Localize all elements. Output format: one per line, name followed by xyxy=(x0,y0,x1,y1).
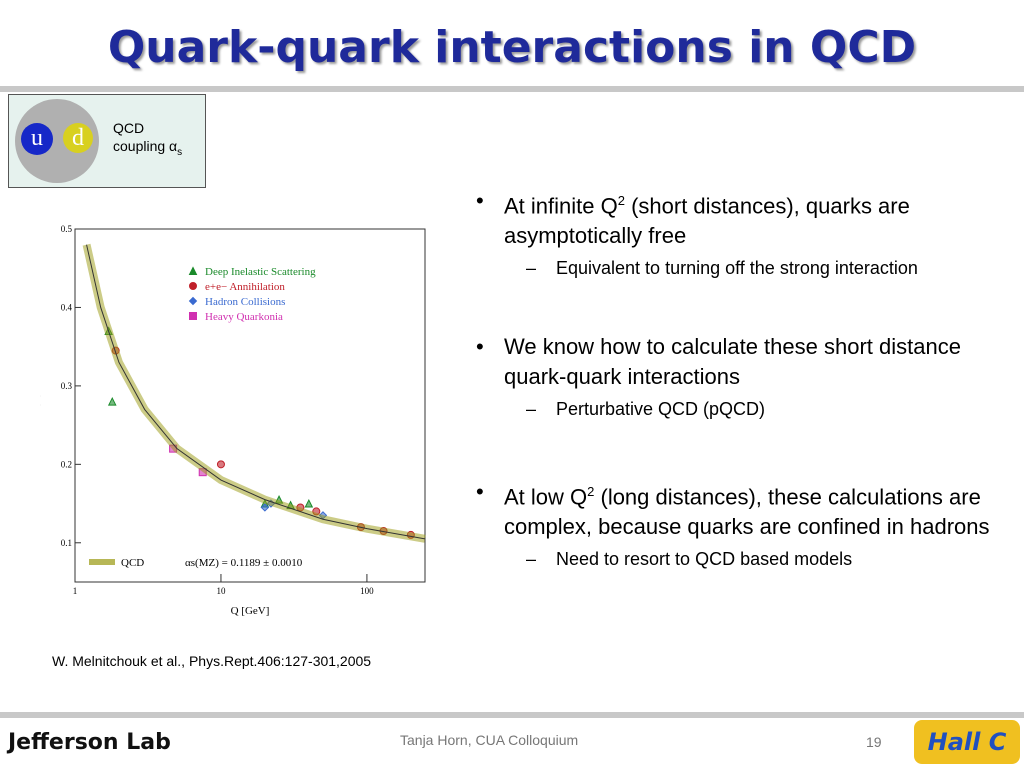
inset-label-sub: s xyxy=(177,146,183,158)
y-axis-label: αs(Q) xyxy=(40,393,41,419)
inset-label-1: QCD xyxy=(113,120,145,136)
y-tick-label: 0.1 xyxy=(61,538,72,548)
sup: 2 xyxy=(587,484,595,499)
sub-bullet: Need to resort to QCD based models xyxy=(470,544,1015,574)
quark-u: u xyxy=(21,123,53,155)
x-axis-label: Q [GeV] xyxy=(231,605,270,617)
inset: u d QCD coupling αs xyxy=(8,94,206,188)
x-tick-label: 100 xyxy=(360,586,374,596)
y-tick-label: 0.4 xyxy=(61,302,73,312)
top-bar xyxy=(0,86,1024,92)
lab-logo: Jefferson Lab xyxy=(8,730,171,755)
legend-label: e+e− Annihilation xyxy=(205,281,285,293)
data-point xyxy=(304,498,314,508)
citation: W. Melnitchouk et al., Phys.Rept.406:127… xyxy=(52,653,372,669)
data-point xyxy=(260,503,270,512)
legend-label: Hadron Collisions xyxy=(205,296,285,308)
text: At low Q xyxy=(504,484,588,510)
slide-title: Quark-quark interactions in QCD xyxy=(107,22,917,73)
legend-marker xyxy=(188,266,198,275)
legend-marker xyxy=(189,282,197,290)
legend-marker xyxy=(189,312,197,320)
inset-label-2: coupling α xyxy=(113,138,178,154)
bullet-1: At infinite Q2 (short distances), quarks… xyxy=(470,186,1015,283)
plot-frame xyxy=(74,228,426,583)
page-number: 19 xyxy=(866,734,882,750)
legend-label: Heavy Quarkonia xyxy=(205,311,283,323)
bottom-bar xyxy=(0,712,1024,718)
y-tick-label: 0.3 xyxy=(61,381,73,391)
text: (short distances), quarks are asymptotic… xyxy=(504,193,910,249)
text: At infinite Q xyxy=(504,193,618,219)
presenter: Tanja Horn, CUA Colloquium xyxy=(400,732,579,748)
bullet-text: We know how to calculate these short dis… xyxy=(470,332,1015,392)
alpha-s-chart: 0.1 0.2 0.3 0.4 0.5 1 10 100 Q [GeV] αs(Q) Deep In… xyxy=(40,224,426,617)
sub-bullet: Equivalent to turning off the strong int… xyxy=(470,253,1015,283)
data-point xyxy=(107,396,117,406)
hall-logo: Hall C xyxy=(914,720,1020,764)
text: (long distances), these calculations are… xyxy=(504,484,990,540)
bullet-text: At low Q2 (long distances), these calcul… xyxy=(470,477,1015,542)
legend-marker xyxy=(188,296,198,306)
x-tick-label: 1 xyxy=(73,586,78,596)
sub-bullet: Perturbative QCD (pQCD) xyxy=(470,394,1015,424)
bullet-3: At low Q2 (long distances), these calcul… xyxy=(470,477,1015,574)
sup: 2 xyxy=(617,193,625,208)
y-tick-label: 0.5 xyxy=(61,224,73,234)
y-tick-label: 0.2 xyxy=(61,459,72,469)
x-tick-label: 10 xyxy=(216,586,226,596)
bullet-2: We know how to calculate these short dis… xyxy=(470,332,1015,424)
inset-label: QCD coupling αs xyxy=(113,119,182,162)
quark-d: d xyxy=(63,123,93,153)
legend-label: QCD xyxy=(121,557,144,569)
qcd-curve xyxy=(86,244,426,540)
bullet-text: At infinite Q2 (short distances), quarks… xyxy=(470,186,1015,251)
annotation: αs(MZ) = 0.1189 ± 0.0010 xyxy=(185,557,303,569)
legend-label: Deep Inelastic Scattering xyxy=(205,266,316,278)
data-point xyxy=(216,460,225,469)
